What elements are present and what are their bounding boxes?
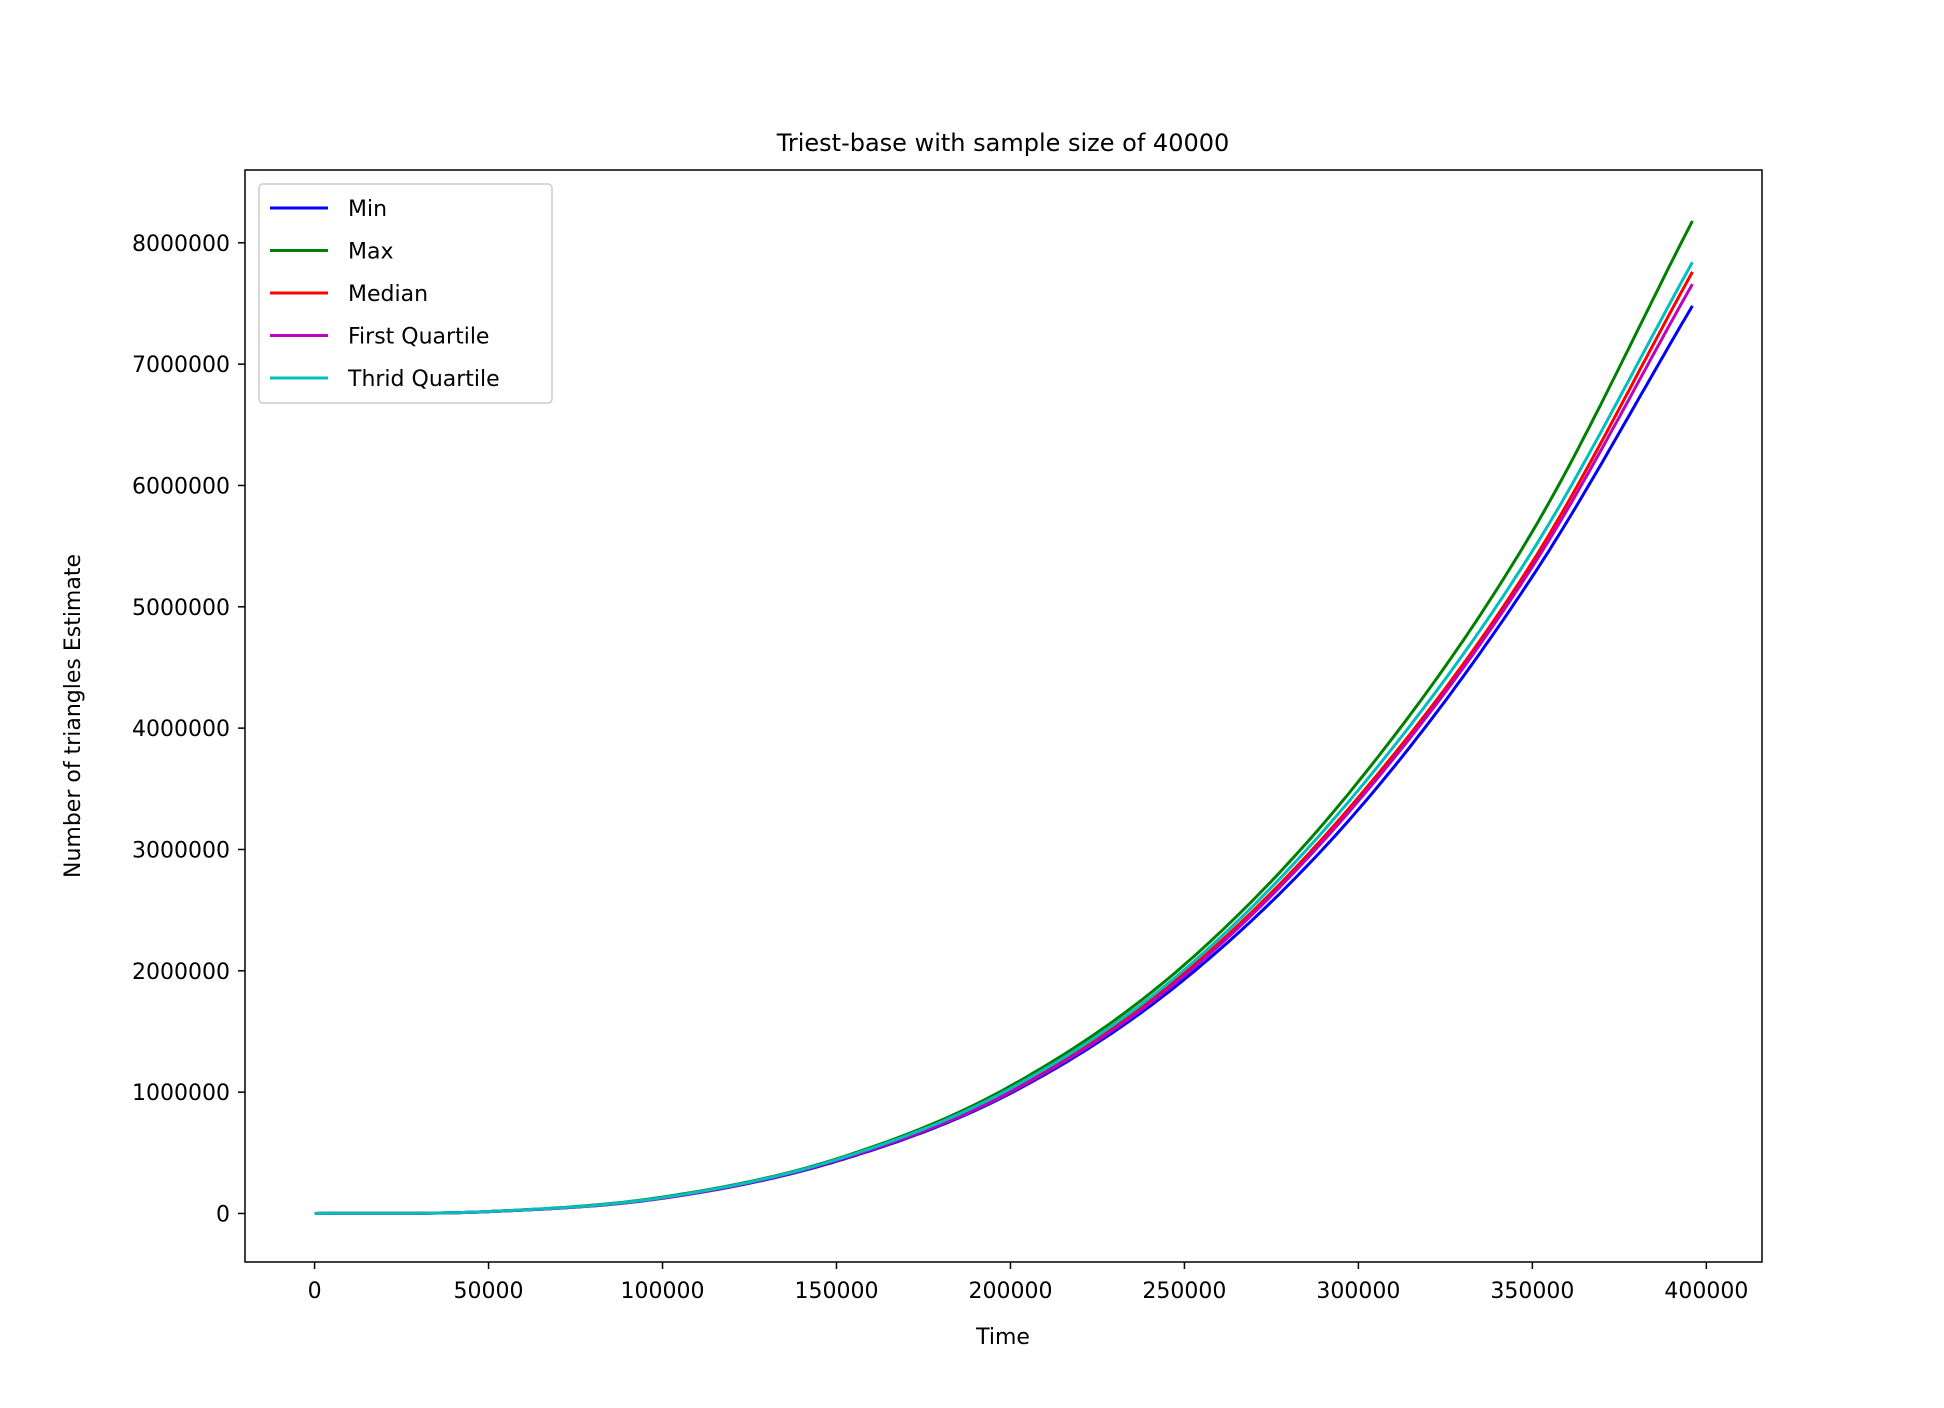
y-tick-label: 1000000 [132, 1081, 230, 1106]
x-axis: 0 50000 100000 150000 200000 250000 300000 3500… [308, 1262, 1748, 1304]
legend-box [258, 183, 553, 404]
chart-title: Triest-base with sample size of 40000 [776, 129, 1230, 157]
x-tick-label: 200000 [968, 1279, 1052, 1304]
y-tick-label: 7000000 [132, 353, 230, 378]
x-tick-label: 0 [308, 1279, 322, 1304]
legend-label-first-quartile: First Quartile [348, 325, 489, 350]
y-tick-label: 8000000 [132, 232, 230, 257]
x-tick-label: 100000 [621, 1279, 705, 1304]
plot-frame [244, 169, 1763, 1263]
y-tick-label: 3000000 [132, 838, 230, 863]
y-tick-label: 2000000 [132, 960, 230, 985]
x-tick-label: 50000 [454, 1279, 524, 1304]
y-tick-label: 6000000 [132, 474, 230, 499]
x-tick-label: 400000 [1664, 1279, 1748, 1304]
y-tick-label: 5000000 [132, 596, 230, 621]
legend: Min Max Median First Quartile Thrid Quartile [258, 183, 553, 404]
y-tick-label: 4000000 [132, 717, 230, 742]
y-axis: 0 1000000 2000000 3000000 4000000 5000000 6000… [132, 232, 245, 1227]
x-tick-label: 250000 [1142, 1279, 1226, 1304]
series-line-thrid-quartile [314, 261, 1694, 1215]
y-axis-label: Number of triangles Estimate [61, 554, 86, 878]
x-axis-label: Time [975, 1325, 1030, 1350]
legend-label-median: Median [348, 282, 428, 307]
legend-label-thrid-quartile: Thrid Quartile [347, 367, 500, 392]
legend-label-max: Max [348, 240, 393, 265]
x-tick-label: 150000 [794, 1279, 878, 1304]
x-tick-label: 350000 [1490, 1279, 1574, 1304]
legend-label-min: Min [348, 197, 387, 222]
series-lines [314, 220, 1694, 1215]
y-tick-label: 0 [216, 1202, 230, 1227]
x-tick-label: 300000 [1316, 1279, 1400, 1304]
